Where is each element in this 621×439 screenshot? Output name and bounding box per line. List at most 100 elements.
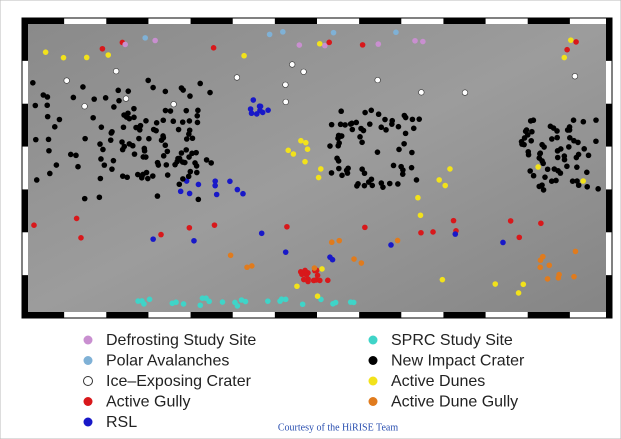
site-dot [265, 298, 271, 304]
site-dot [140, 172, 146, 178]
site-dot [375, 77, 381, 83]
border-tile [443, 312, 485, 318]
legend-label: RSL [106, 414, 137, 431]
site-dot [141, 301, 147, 307]
site-dot [116, 98, 122, 104]
site-dot [403, 131, 409, 137]
site-dot [113, 68, 119, 74]
site-dot [61, 55, 67, 61]
site-dot [186, 174, 192, 180]
site-dot [572, 73, 578, 79]
border-tile [22, 275, 28, 318]
site-dot [555, 155, 561, 161]
site-dot [232, 300, 238, 306]
site-dot [336, 238, 342, 244]
border-tile [606, 275, 612, 318]
site-dot [103, 95, 109, 101]
site-dot [136, 136, 142, 142]
legend-marker [84, 418, 93, 427]
site-dot [414, 177, 420, 183]
site-dot [154, 120, 160, 126]
legend-marker [84, 336, 93, 345]
site-dot [280, 29, 286, 35]
site-dot [528, 138, 534, 144]
border-tile [191, 18, 233, 24]
site-dot [190, 135, 196, 141]
site-dot [383, 127, 389, 133]
site-dot [152, 38, 158, 44]
site-dot [162, 142, 168, 148]
site-dot [419, 90, 425, 96]
site-dot [388, 242, 394, 248]
site-dot [362, 225, 368, 231]
site-dot [123, 96, 129, 102]
site-dot [191, 238, 197, 244]
site-dot [267, 32, 273, 38]
site-dot [161, 153, 167, 159]
site-dot [135, 298, 141, 304]
site-dot [541, 187, 547, 193]
site-dot [283, 249, 289, 255]
site-dot [182, 160, 188, 166]
site-dot [111, 104, 117, 110]
border-tile [275, 18, 317, 24]
legend-label: New Impact Crater [391, 353, 525, 370]
site-dot [187, 127, 193, 133]
site-dot [451, 218, 457, 224]
site-dot [516, 290, 522, 296]
site-dot [327, 143, 333, 149]
border-tile [359, 18, 401, 24]
site-dot [187, 225, 193, 231]
site-dot [188, 169, 194, 175]
site-dot [525, 149, 531, 155]
site-dot [244, 264, 250, 270]
site-dot [549, 136, 555, 142]
site-dot [82, 104, 88, 110]
site-dot [436, 177, 442, 183]
site-dot [143, 154, 149, 160]
site-dot [393, 29, 399, 35]
site-dot [74, 216, 80, 222]
site-dot [351, 256, 357, 262]
site-dot [120, 147, 126, 153]
site-dot [197, 81, 203, 87]
site-dot [145, 176, 151, 182]
site-dot [46, 137, 52, 143]
site-dot [367, 121, 373, 127]
site-dot [33, 137, 39, 143]
site-dot [294, 283, 300, 289]
site-dot [335, 143, 341, 149]
site-dot [186, 154, 192, 160]
site-dot [283, 82, 289, 88]
site-dot [519, 141, 525, 147]
site-dot [90, 115, 96, 121]
site-dot [412, 38, 418, 44]
border-tile [275, 312, 317, 318]
site-dot [145, 78, 151, 84]
credit: Courtesy of the HiRISE Team [278, 422, 398, 433]
site-dot [131, 106, 137, 112]
site-dot [121, 124, 127, 130]
site-dot [165, 149, 171, 155]
site-dot [525, 132, 531, 138]
site-dot [379, 180, 385, 186]
site-dot [100, 46, 106, 52]
site-dot [165, 172, 171, 178]
site-dot [184, 136, 190, 142]
legend-label: Active Dune Gully [391, 394, 518, 411]
legend-marker [369, 356, 378, 365]
site-dot [571, 274, 577, 280]
site-dot [125, 88, 131, 94]
site-dot [430, 229, 436, 235]
site-dot [546, 262, 552, 268]
site-dot [312, 265, 318, 271]
border-tile [106, 312, 148, 318]
site-dot [566, 144, 572, 150]
site-dot [593, 117, 599, 123]
site-dot [567, 135, 573, 141]
site-dot [109, 129, 115, 135]
site-dot [576, 182, 582, 188]
site-dot [326, 40, 332, 46]
site-dot [212, 178, 218, 184]
site-dot [595, 186, 601, 192]
